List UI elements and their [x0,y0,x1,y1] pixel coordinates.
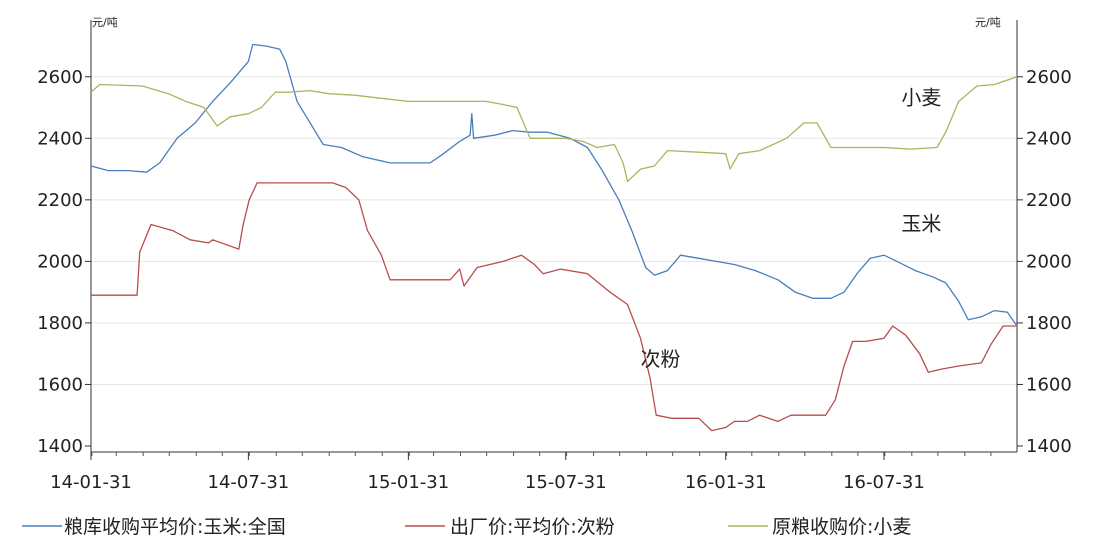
series-line-bran [91,182,1017,432]
left-y-ticks: 1400 1600 1800 2000 2200 2400 2600 [37,67,91,457]
x-tick-label: 14-01-31 [50,472,132,493]
left-tick-label: 2000 [37,251,83,272]
left-tick-label: 1800 [37,313,83,334]
right-tick-label: 2000 [1026,251,1072,272]
annotation-label: 次粉 [641,347,681,371]
x-tick-label: 15-01-31 [368,472,450,493]
legend-label-bran: 出厂价:平均价:次粉 [450,516,615,538]
annotation-label: 小麦 [901,85,941,109]
x-ticks: 14-01-31 14-07-31 15-01-31 15-07-31 16-01-31… [50,452,992,493]
x-tick-label: 16-01-31 [685,472,767,493]
left-unit-label: 元/吨 [92,16,118,29]
annotation-label: 玉米 [901,212,941,236]
x-tick-label: 14-07-31 [208,472,290,493]
left-tick-label: 1600 [37,374,83,395]
right-tick-label: 1600 [1026,374,1072,395]
left-tick-label: 2400 [37,128,83,149]
legend-label-wheat: 原粮收购价:小麦 [772,516,911,538]
right-tick-label: 1800 [1026,313,1072,334]
grid-lines [91,76,1017,385]
right-tick-label: 2400 [1026,128,1072,149]
left-tick-label: 2600 [37,67,83,88]
left-tick-label: 2200 [37,190,83,211]
left-tick-label: 1400 [37,436,83,457]
right-unit-label: 元/吨 [975,16,1001,29]
series-line-wheat [90,76,1018,183]
legend: 粮库收购平均价:玉米:全国 出厂价:平均价:次粉 原粮收购价:小麦 [22,516,911,538]
x-tick-label: 15-07-31 [525,472,607,493]
legend-item-wheat: 原粮收购价:小麦 [728,516,911,538]
series-lines [90,43,1018,432]
series-line-corn [90,43,1018,327]
right-tick-label: 1400 [1026,436,1072,457]
legend-item-corn: 粮库收购平均价:玉米:全国 [22,516,286,538]
right-y-ticks: 1400 1600 1800 2000 2200 2400 2600 [1017,67,1072,457]
axes [90,20,1018,453]
right-tick-label: 2200 [1026,190,1072,211]
x-tick-label: 16-07-31 [843,472,925,493]
right-tick-label: 2600 [1026,67,1072,88]
legend-item-bran: 出厂价:平均价:次粉 [405,516,615,538]
legend-label-corn: 粮库收购平均价:玉米:全国 [64,516,286,538]
